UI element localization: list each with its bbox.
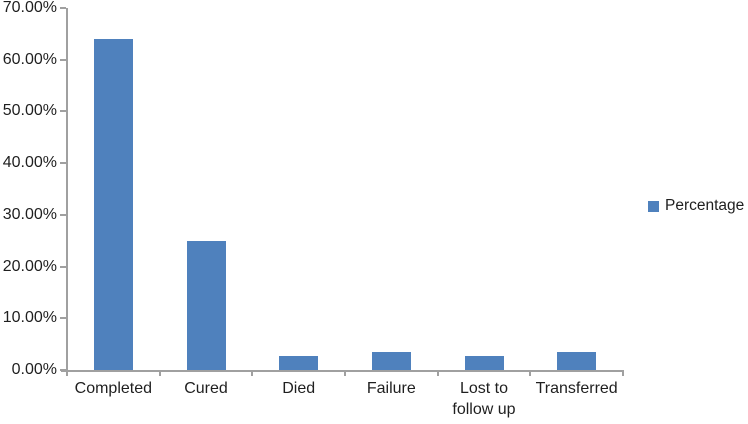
legend: Percentage: [648, 197, 744, 215]
y-tick-label: 60.00%: [2, 50, 57, 68]
category-label: Lost to follow up: [452, 380, 516, 418]
x-tick: [251, 370, 254, 376]
bar-died: [279, 356, 319, 370]
bar-failure: [371, 352, 411, 370]
x-tick: [436, 370, 439, 376]
bar-lost-to-follow-up: [464, 356, 504, 370]
y-tick: [60, 7, 66, 9]
y-tick-label: 50.00%: [2, 102, 57, 120]
bar-transferred: [557, 352, 597, 370]
y-tick: [60, 110, 66, 113]
x-tick: [66, 370, 68, 376]
category-label: Transferred: [535, 380, 618, 397]
x-tick: [344, 370, 346, 376]
y-tick: [60, 213, 66, 216]
legend-swatch-icon: [648, 200, 659, 212]
y-tick: [60, 265, 66, 268]
y-tick: [60, 162, 66, 165]
y-tick-label: 20.00%: [2, 257, 57, 275]
category-label: Cured: [184, 380, 228, 397]
y-axis: [66, 8, 68, 372]
y-tick: [60, 317, 66, 320]
x-tick: [158, 370, 161, 376]
category-label: Died: [282, 380, 316, 397]
y-tick-label: 70.00%: [2, 0, 57, 16]
y-tick-label: 0.00%: [11, 361, 57, 378]
category-label: Failure: [366, 380, 416, 397]
bar-cured: [186, 240, 226, 370]
y-tick: [60, 58, 66, 61]
x-tick: [529, 370, 532, 376]
x-axis: [61, 370, 623, 372]
y-tick-label: 10.00%: [2, 309, 57, 327]
legend-label: Percentage: [665, 197, 745, 214]
category-label: Completed: [74, 380, 153, 397]
y-tick-label: 40.00%: [2, 154, 57, 172]
y-tick: [60, 369, 66, 371]
y-tick-label: 30.00%: [2, 205, 57, 223]
x-tick: [622, 370, 624, 376]
bar-completed: [93, 39, 133, 370]
